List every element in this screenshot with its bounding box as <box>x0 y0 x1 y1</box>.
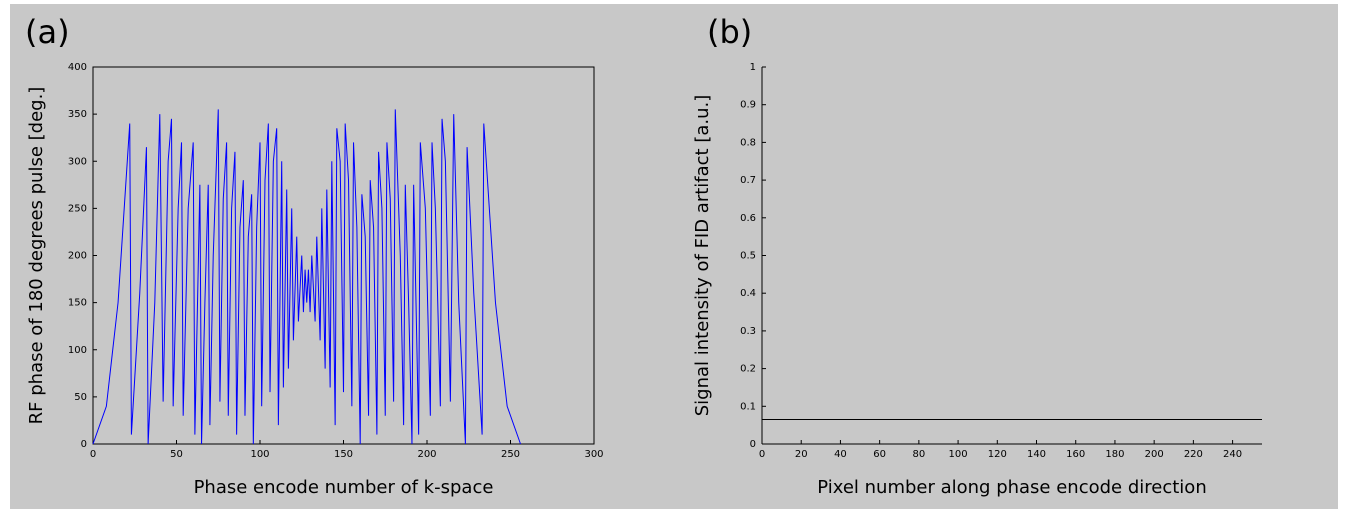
y-tick-label: 1 <box>750 62 756 73</box>
x-tick-label: 20 <box>795 449 808 460</box>
x-axis-label: Phase encode number of k-space <box>194 477 494 498</box>
y-tick-label: 200 <box>68 251 87 262</box>
x-tick-label: 150 <box>334 449 353 460</box>
y-tick-label: 100 <box>68 345 87 356</box>
y-tick-label: 250 <box>68 203 87 214</box>
y-tick-label: 0.7 <box>740 175 756 186</box>
x-tick-label: 180 <box>1105 449 1124 460</box>
x-tick-label: 100 <box>250 449 269 460</box>
x-tick-label: 0 <box>90 449 96 460</box>
y-tick-label: 50 <box>74 392 87 403</box>
x-tick-label: 100 <box>949 449 968 460</box>
y-tick-label: 350 <box>68 109 87 120</box>
y-tick-label: 0.4 <box>740 288 756 299</box>
x-tick-label: 50 <box>170 449 183 460</box>
x-tick-label: 300 <box>584 449 603 460</box>
x-tick-label: 140 <box>1027 449 1046 460</box>
x-tick-label: 160 <box>1066 449 1085 460</box>
x-tick-label: 250 <box>501 449 520 460</box>
y-tick-label: 400 <box>68 62 87 73</box>
panel-label: (a) <box>25 13 70 51</box>
y-tick-label: 0.6 <box>740 213 756 224</box>
x-tick-label: 120 <box>988 449 1007 460</box>
x-tick-label: 40 <box>834 449 847 460</box>
y-tick-label: 150 <box>68 298 87 309</box>
x-tick-label: 220 <box>1184 449 1203 460</box>
x-tick-label: 200 <box>417 449 436 460</box>
y-tick-label: 0.3 <box>740 326 756 337</box>
y-tick-label: 300 <box>68 156 87 167</box>
x-axis-label: Pixel number along phase encode directio… <box>817 477 1206 498</box>
x-tick-label: 0 <box>759 449 765 460</box>
y-tick-label: 0.9 <box>740 100 756 111</box>
y-tick-label: 0 <box>750 439 756 450</box>
y-tick-label: 0.1 <box>740 401 756 412</box>
panel-label: (b) <box>707 13 752 51</box>
x-tick-label: 200 <box>1145 449 1164 460</box>
y-tick-label: 0.5 <box>740 251 756 262</box>
y-axis-label: RF phase of 180 degrees pulse [deg.] <box>26 87 47 425</box>
y-tick-label: 0.2 <box>740 364 756 375</box>
y-tick-label: 0 <box>81 439 87 450</box>
x-tick-label: 80 <box>912 449 925 460</box>
x-tick-label: 60 <box>873 449 886 460</box>
data-line <box>92 109 521 445</box>
x-tick-label: 240 <box>1223 449 1242 460</box>
y-axis-label: Signal intensity of FID artifact [a.u.] <box>692 95 713 417</box>
y-tick-label: 0.8 <box>740 137 756 148</box>
